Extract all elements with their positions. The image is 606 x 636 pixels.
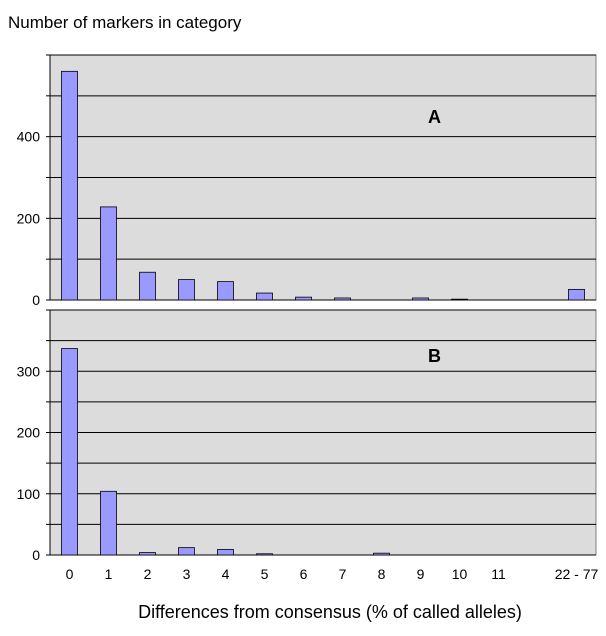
x-tick-label: 10 <box>452 566 468 582</box>
bar-b-3 <box>178 547 195 556</box>
y-tick-label: 200 <box>17 210 41 226</box>
x-axis-title: Differences from consensus (% of called … <box>138 602 522 622</box>
x-tick-label: 9 <box>417 566 425 582</box>
x-tick-label: 3 <box>183 566 191 582</box>
x-tick-label: 6 <box>300 566 308 582</box>
bar-a-7 <box>334 297 351 301</box>
bar-a-3 <box>178 279 195 301</box>
panel-a-y-ticks: 0 200 400 <box>17 54 50 308</box>
bar-b-4 <box>217 549 234 556</box>
bar-a-1 <box>100 206 117 301</box>
bar-a-5 <box>256 292 273 301</box>
bar-a-4 <box>217 281 234 301</box>
y-tick-label: 100 <box>17 486 41 502</box>
bar-a-6 <box>295 296 312 301</box>
x-tick-label: 1 <box>105 566 113 582</box>
bar-a-10 <box>451 298 468 301</box>
bar-a-9 <box>412 297 429 301</box>
x-axis-ticks: 0 1 2 3 4 5 6 7 8 9 10 11 22 - 77 <box>66 566 599 582</box>
bar-a-13 <box>568 288 585 301</box>
x-tick-label: 22 - 77 <box>555 566 599 582</box>
bar-b-2 <box>139 552 156 556</box>
y-tick-label: 300 <box>17 363 41 379</box>
panel-a-bars <box>61 70 585 301</box>
panel-b-gridlines <box>49 309 596 556</box>
bar-b-8 <box>373 552 390 556</box>
x-tick-label: 8 <box>378 566 386 582</box>
panel-b: 0 100 200 300 B <box>17 309 597 563</box>
panel-b-label: B <box>428 346 441 366</box>
x-tick-label: 0 <box>66 566 74 582</box>
x-tick-label: 2 <box>144 566 152 582</box>
panel-a-label: A <box>428 107 441 127</box>
x-tick-label: 4 <box>222 566 230 582</box>
x-tick-label: 11 <box>491 566 506 582</box>
bar-b-5 <box>256 553 273 556</box>
panel-a-gridlines <box>49 54 596 301</box>
panel-a: 0 200 400 A <box>17 54 597 308</box>
bar-b-0 <box>61 348 78 556</box>
bar-a-2 <box>139 271 156 301</box>
panel-b-bars <box>61 348 390 556</box>
panel-b-y-ticks: 0 100 200 300 <box>17 309 50 563</box>
y-tick-label: 400 <box>17 129 41 145</box>
bar-b-1 <box>100 490 117 556</box>
x-tick-label: 7 <box>339 566 347 582</box>
x-tick-label: 5 <box>261 566 269 582</box>
y-tick-label: 200 <box>17 425 41 441</box>
bar-a-0 <box>61 70 78 301</box>
y-tick-label: 0 <box>32 292 40 308</box>
y-tick-label: 0 <box>32 547 40 563</box>
y-axis-title: Number of markers in category <box>8 13 242 32</box>
